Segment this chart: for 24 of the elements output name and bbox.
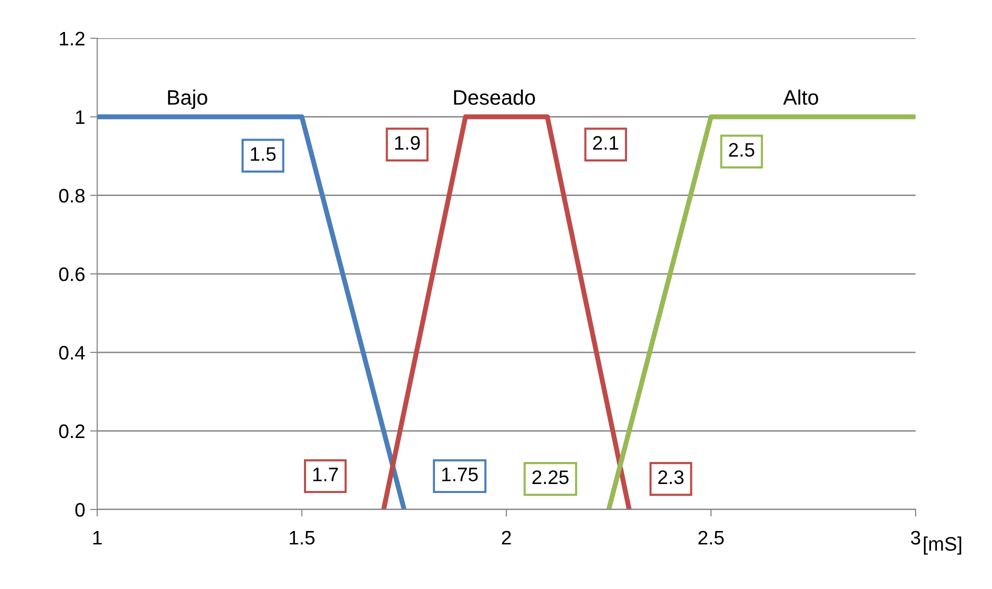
y-tick-label: 0.2 (59, 424, 84, 438)
y-tick-label: 1 (76, 110, 84, 124)
annotation: 2.25 (532, 470, 568, 484)
x-tick-label: 2.5 (698, 530, 724, 545)
series-label: Alto (783, 90, 818, 105)
x-axis-title: [mS] (924, 536, 962, 555)
y-tick-label: 0.8 (59, 188, 85, 203)
annotation: 1.7 (313, 468, 338, 482)
annotation: 2.5 (729, 142, 754, 157)
x-tick-label: 2 (502, 530, 511, 544)
series-label: Bajo (168, 90, 208, 109)
x-tick-label: 1 (93, 531, 102, 544)
y-tick-label: 0.4 (59, 346, 85, 360)
y-tick-label: 1.2 (60, 32, 84, 46)
annotation: 1.5 (250, 147, 276, 161)
x-tick-label: 1.5 (290, 531, 315, 545)
series-label: Deseado (454, 90, 535, 105)
annotation: 1.9 (395, 136, 420, 150)
y-tick-label: 0 (75, 502, 85, 517)
annotation: 2.3 (658, 470, 684, 484)
x-tick-label: 3 (910, 530, 920, 545)
annotation: 2.1 (593, 136, 618, 150)
annotation: 1.75 (442, 468, 478, 482)
y-tick-label: 0.6 (59, 267, 85, 282)
